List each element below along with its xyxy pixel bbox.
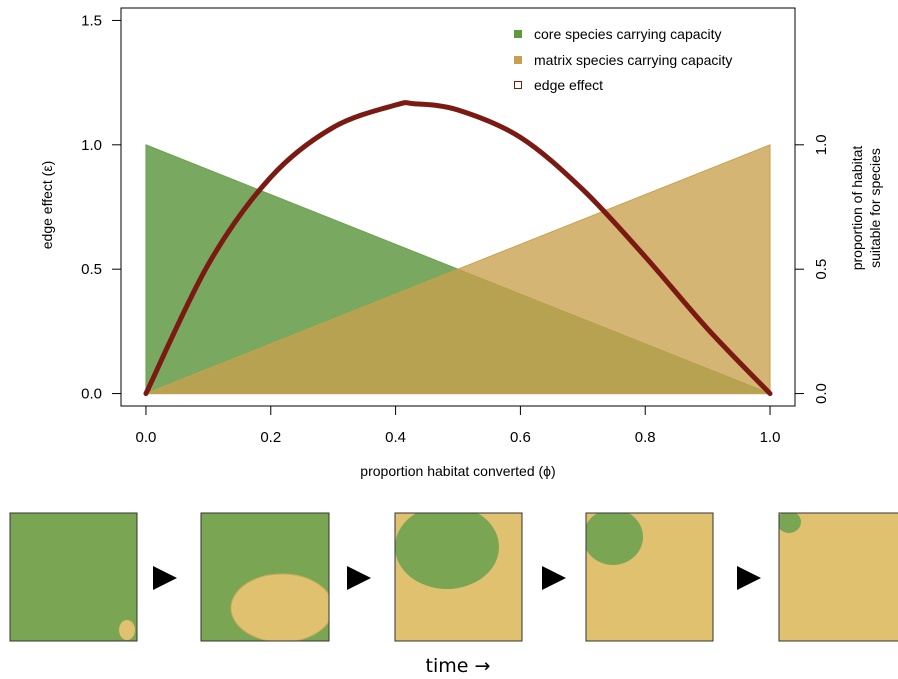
x-tick-label: 0.2 [260,429,281,446]
y-tick-label-left: 0.0 [81,386,102,403]
x-tick-label: 0.4 [385,429,406,446]
time-label: time → [426,655,491,677]
landscape-panel-1 [9,512,138,642]
y-axis-title-right-line1: proportion of habitat [849,146,865,271]
panel-border [778,512,898,642]
y-axis-right: 0.0 0.5 1.0 [795,134,830,404]
remnant-habitat-patch [779,513,801,533]
arrow-right-icon [153,566,177,590]
legend-label-matrix: matrix species carrying capacity [534,52,732,68]
x-tick-label: 0.6 [510,429,531,446]
legend-swatch-edge [514,81,522,89]
arrow-right-icon [347,566,371,590]
legend-swatch-matrix [514,56,522,64]
y-tick-label-right: 0.5 [813,259,830,280]
carrying-capacity-areas [145,144,771,395]
landscape-panel-3 [394,512,523,642]
converted-patch [119,620,135,640]
panel-border [200,512,330,642]
y-tick-label-left: 1.5 [81,12,102,29]
legend-label-edge: edge effect [534,77,603,93]
legend-label-core: core species carrying capacity [534,26,722,42]
legend-swatch-core [514,30,522,38]
landscape-panel-4 [585,512,714,642]
area-matrix-species [145,144,771,395]
landscape-panel-5 [778,512,898,642]
x-tick-label: 1.0 [760,429,781,446]
y-tick-label-right: 1.0 [813,134,830,155]
y-axis-title-right-line2: suitable for species [867,148,883,268]
edge-effect-line [143,100,773,397]
x-axis: 0.0 0.2 0.4 0.6 0.8 1.0 [136,406,781,446]
x-tick-label: 0.8 [635,429,656,446]
y-tick-label-left: 0.5 [81,261,102,278]
landscape-panel-2 [200,512,330,642]
edge-effect-layer [143,100,773,397]
panel-border [585,512,714,642]
panel-background [779,513,898,641]
x-axis-title: proportion habitat converted (ϕ) [360,463,555,479]
arrow-right-icon [542,566,566,590]
y-tick-label-right: 0.0 [813,383,830,404]
panel-border [394,512,523,642]
y-axis-left: 0.0 0.5 1.0 1.5 [81,12,121,403]
arrow-right-icon [737,566,761,590]
panel-background [10,513,137,641]
panel-border [9,512,138,642]
plot-frame [120,7,796,407]
remnant-habitat-patch [586,513,643,565]
x-tick-label: 0.0 [136,429,157,446]
y-axis-title-left: edge effect (ε) [39,161,55,249]
converted-patch [230,573,329,641]
y-tick-label-left: 1.0 [81,137,102,154]
legend: core species carrying capacity matrix sp… [514,26,732,93]
remnant-habitat-patch [395,513,499,589]
